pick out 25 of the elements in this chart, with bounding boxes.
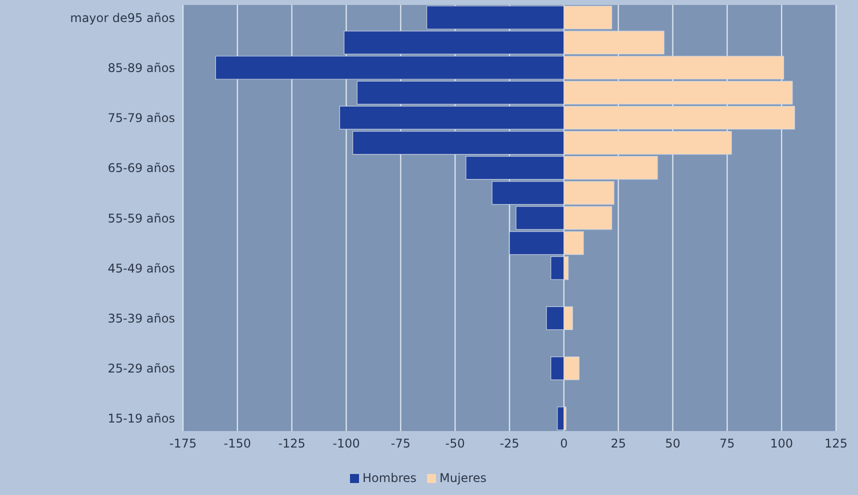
x-tick-label: -75 xyxy=(390,436,410,451)
x-tick-label: -150 xyxy=(224,436,252,451)
x-tick-label: -25 xyxy=(500,436,520,451)
x-tick-label: 100 xyxy=(770,436,794,451)
y-tick-label: 85-89 años xyxy=(108,60,175,75)
y-tick-label: 15-19 años xyxy=(108,412,175,426)
x-tick-label: 125 xyxy=(824,436,848,451)
y-tick-label: 25-29 años xyxy=(108,362,175,376)
x-tick-label: -50 xyxy=(445,436,465,451)
x-tick-label: 50 xyxy=(665,436,680,451)
x-tick-label: 0 xyxy=(560,436,568,451)
y-tick-label: 35-39 años xyxy=(108,311,175,326)
x-tick-label: 75 xyxy=(720,436,735,451)
y-tick-label: 65-69 años xyxy=(108,161,175,176)
legend-label: Hombres xyxy=(362,471,416,485)
x-tick-label: -175 xyxy=(169,436,197,451)
x-tick-label: -100 xyxy=(332,436,360,451)
x-tick-label: -125 xyxy=(278,436,306,451)
y-tick-label: 45-49 años xyxy=(108,261,175,276)
legend-label: Mujeres xyxy=(440,471,486,485)
y-tick-label: 55-59 años xyxy=(108,211,175,226)
y-tick-label: mayor de95 años xyxy=(70,10,175,25)
bar xyxy=(557,406,564,430)
y-tick-label: 75-79 años xyxy=(108,111,175,126)
x-tick-label: 25 xyxy=(610,436,626,451)
